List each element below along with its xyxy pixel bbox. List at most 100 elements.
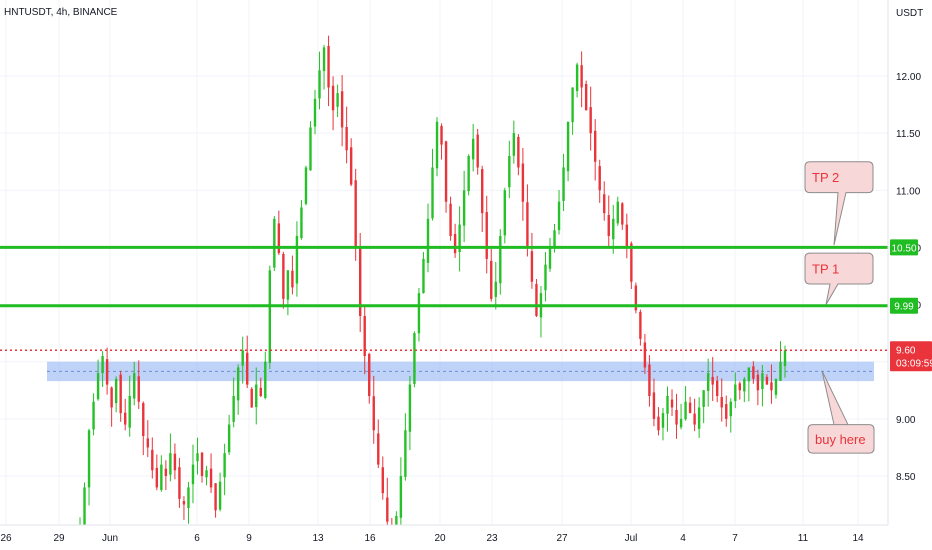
x-tick-label: 4: [680, 533, 686, 544]
candle-body: [503, 190, 507, 236]
candle-body: [426, 218, 430, 263]
price-tag: [890, 297, 918, 314]
candle-body: [702, 390, 705, 407]
candle-body: [123, 412, 127, 425]
candle-body: [580, 65, 583, 88]
candle-body: [779, 361, 782, 381]
candle-body: [435, 121, 439, 169]
candle-body: [661, 413, 665, 428]
plot-background: [0, 0, 888, 525]
candle-body: [738, 383, 742, 391]
candle-body: [481, 169, 484, 214]
time-axis[interactable]: [0, 525, 932, 550]
candle-body: [259, 387, 262, 396]
candle-body: [648, 364, 651, 396]
candle-body: [444, 141, 448, 202]
x-tick-label: 27: [556, 533, 568, 544]
callout-box[interactable]: [804, 161, 874, 246]
candle-body: [720, 397, 723, 408]
price-tag: [890, 239, 918, 256]
price-axis[interactable]: [888, 0, 932, 525]
candle-body: [236, 367, 240, 401]
countdown-label: 03:09:59: [896, 358, 932, 369]
candle-body: [363, 315, 366, 356]
candle-body: [530, 251, 534, 282]
candle-body: [756, 374, 760, 391]
candle-body: [105, 359, 109, 385]
x-tick-label: 20: [434, 533, 446, 544]
last-price-tag: [890, 341, 932, 372]
candle-body: [250, 388, 253, 408]
candle-body: [399, 476, 403, 518]
x-tick-label: 7: [732, 533, 738, 544]
y-tick-label: 9.00: [896, 415, 916, 426]
y-tick-label: 11.50: [896, 129, 921, 140]
x-tick-label: 23: [486, 533, 498, 544]
x-tick-label: Jul: [625, 533, 638, 544]
candle-body: [349, 147, 353, 185]
candle-body: [331, 85, 335, 111]
candle-body: [169, 453, 172, 475]
candle-body: [670, 399, 674, 408]
x-tick-label: 11: [798, 533, 809, 544]
candle-body: [770, 382, 773, 391]
buy-zone: [47, 361, 874, 382]
candle-body: [734, 384, 737, 402]
candle-body: [151, 449, 154, 471]
candle-body: [336, 93, 339, 107]
candle-body: [408, 384, 412, 432]
candle-body: [761, 373, 764, 390]
candle-body: [562, 167, 565, 201]
candle-body: [304, 167, 308, 204]
candle-body: [499, 236, 502, 284]
candle-body: [521, 163, 525, 202]
candle-body: [508, 156, 511, 188]
candle-body: [282, 254, 285, 299]
candle-body: [612, 218, 615, 240]
candle-body: [783, 350, 787, 367]
candle-body: [679, 418, 683, 428]
candle-body: [571, 87, 574, 123]
candle-body: [110, 387, 113, 408]
candle-body: [300, 207, 303, 239]
candle-body: [494, 281, 497, 297]
candle-body: [684, 401, 687, 420]
candle-body: [765, 376, 769, 385]
candle-body: [142, 403, 145, 436]
candle-body: [137, 376, 140, 402]
x-tick-label: 6: [194, 533, 200, 544]
x-tick-label: 14: [852, 533, 864, 544]
candle-body: [277, 223, 281, 254]
candle-body: [187, 487, 190, 508]
candle-body: [96, 373, 100, 400]
candle-body: [160, 464, 163, 490]
x-tick-label: 26: [0, 533, 12, 544]
candle-body: [404, 430, 407, 477]
candle-body: [593, 130, 597, 162]
callout-box[interactable]: [804, 252, 874, 305]
candle-body: [178, 467, 181, 499]
candle-body: [417, 293, 421, 334]
callout-box[interactable]: [807, 370, 875, 454]
candle-body: [557, 201, 561, 231]
candle-body: [471, 138, 475, 160]
y-tick-label: 11.00: [896, 186, 921, 197]
candle-body: [264, 361, 267, 399]
candle-body: [354, 180, 357, 248]
candle-body: [431, 167, 434, 219]
candle-body: [291, 270, 294, 288]
x-tick-label: 9: [246, 533, 252, 544]
candle-body: [128, 396, 131, 428]
candle-body: [200, 452, 204, 476]
price-tag-label: 10.50: [891, 243, 916, 254]
candle-body: [340, 91, 344, 128]
candle-body: [630, 243, 633, 282]
candle-body: [575, 64, 579, 92]
candle-body: [548, 247, 552, 269]
candle-body: [155, 467, 159, 488]
candle-body: [214, 483, 217, 511]
candle-body: [752, 366, 755, 379]
candle-body: [584, 84, 588, 111]
candle-body: [386, 497, 389, 522]
